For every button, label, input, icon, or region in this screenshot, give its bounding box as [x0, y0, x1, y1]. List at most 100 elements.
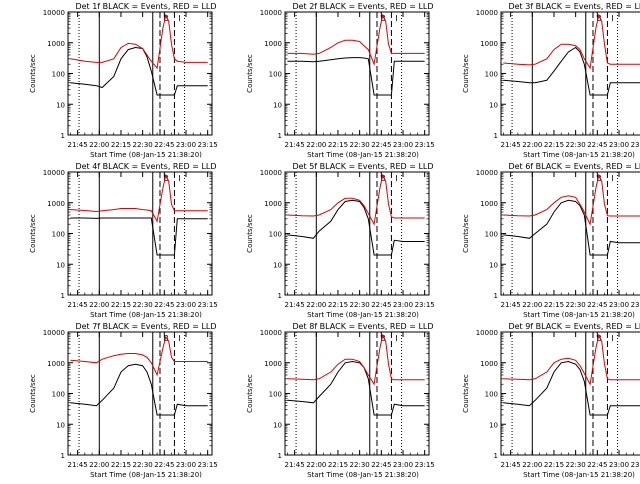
y-tick-label: 10000: [260, 9, 282, 17]
lld-series-line: [287, 13, 425, 67]
y-tick-label: 10: [489, 101, 498, 109]
x-axis-label: Start Time (08-Jan-15 21:38:20): [307, 151, 419, 159]
x-tick-label: 22:15: [328, 461, 348, 469]
y-axis-label: Counts/sec: [246, 214, 254, 253]
x-tick-label: 22:30: [350, 141, 370, 149]
lld-series-line: [70, 335, 208, 377]
y-tick-label: 100: [52, 71, 65, 79]
panel-1: Det 1f BLACK = Events, RED = LLD 1 10 100 10…: [29, 2, 218, 159]
x-tick-label: 23:00: [176, 301, 196, 309]
y-tick-label: 10: [56, 421, 65, 429]
y-axis-label: Counts/sec: [29, 374, 37, 413]
x-tick-label: 22:15: [328, 301, 348, 309]
marker-label-i: I: [395, 14, 397, 23]
x-tick-label: 22:00: [306, 301, 326, 309]
x-tick-label: 21:45: [501, 461, 521, 469]
plot-frame: [67, 331, 213, 456]
y-tick-label: 1: [278, 292, 282, 300]
events-series-line: [503, 199, 640, 256]
x-axis-label: Start Time (08-Jan-15 21:38:20): [90, 151, 202, 159]
y-tick-label: 1: [278, 452, 282, 460]
plot-frame: [284, 171, 430, 296]
x-tick-label: 22:45: [587, 141, 607, 149]
lld-series-line: [287, 333, 425, 386]
x-tick-label: 22:30: [350, 301, 370, 309]
y-tick-label: 10000: [476, 9, 498, 17]
x-tick-label: 21:45: [285, 301, 305, 309]
x-tick-label: 22:30: [566, 141, 586, 149]
y-tick-label: 1: [61, 292, 65, 300]
panel-title: Det 7f BLACK = Events, RED = LLD: [75, 322, 216, 331]
x-axis-label: Start Time (08-Jan-15 21:38:20): [523, 311, 635, 319]
x-tick-label: 23:00: [393, 301, 413, 309]
y-tick-label: 100: [485, 71, 498, 79]
plot-frame: [67, 11, 213, 136]
x-tick-label: 22:45: [371, 141, 391, 149]
x-tick-label: 22:45: [371, 301, 391, 309]
marker-label-i: I: [611, 174, 613, 183]
y-tick-label: 1: [494, 132, 498, 140]
y-tick-label: 10: [273, 101, 282, 109]
y-tick-label: 10000: [43, 329, 65, 337]
x-tick-label: 23:15: [631, 461, 640, 469]
y-tick-label: 10000: [476, 329, 498, 337]
y-tick-label: 100: [52, 231, 65, 239]
y-tick-label: 100: [485, 391, 498, 399]
y-axis-label: Counts/sec: [29, 54, 37, 93]
y-tick-label: 1000: [47, 200, 65, 208]
y-tick-label: 10: [273, 261, 282, 269]
x-tick-label: 23:00: [609, 301, 629, 309]
y-tick-label: 1: [278, 132, 282, 140]
marker-label-i: I: [178, 334, 180, 343]
events-series-line: [287, 360, 425, 416]
x-tick-label: 22:00: [89, 301, 109, 309]
x-tick-label: 22:15: [544, 461, 564, 469]
y-axis-label: Counts/sec: [246, 374, 254, 413]
x-axis-label: Start Time (08-Jan-15 21:38:20): [307, 311, 419, 319]
x-tick-label: 23:15: [198, 301, 218, 309]
x-tick-label: 22:15: [111, 301, 131, 309]
events-series-line: [503, 360, 640, 416]
x-tick-label: 22:45: [154, 461, 174, 469]
y-tick-label: 100: [269, 391, 282, 399]
marker-label-i: I: [395, 334, 397, 343]
x-tick-label: 23:00: [176, 141, 196, 149]
plot-frame: [500, 11, 640, 136]
y-axis-label: Counts/sec: [462, 54, 470, 93]
marker-label-b: B: [380, 14, 386, 23]
y-axis-label: Counts/sec: [462, 374, 470, 413]
x-tick-label: 22:00: [89, 141, 109, 149]
marker-label-b: B: [380, 334, 386, 343]
plot-frame: [500, 171, 640, 296]
x-tick-label: 22:30: [566, 301, 586, 309]
x-tick-label: 23:00: [393, 141, 413, 149]
panel-title: Det 1f BLACK = Events, RED = LLD: [75, 2, 216, 11]
panel-9: Det 9f BLACK = Events, RED = LLD 1 10 100 10…: [462, 322, 640, 479]
y-tick-label: 100: [485, 231, 498, 239]
x-tick-label: 21:45: [501, 301, 521, 309]
x-tick-label: 22:00: [522, 461, 542, 469]
marker-label-b: B: [163, 174, 169, 183]
y-tick-label: 1000: [264, 200, 282, 208]
x-axis-label: Start Time (08-Jan-15 21:38:20): [307, 471, 419, 479]
x-tick-label: 23:15: [415, 141, 435, 149]
y-tick-label: 10000: [260, 169, 282, 177]
marker-label-b: B: [380, 174, 386, 183]
panel-title: Det 3f BLACK = Events, RED = LLD: [508, 2, 640, 11]
lld-series-line: [70, 13, 208, 70]
marker-label-i: I: [395, 174, 397, 183]
plot-frame: [67, 171, 213, 296]
x-tick-label: 21:45: [501, 141, 521, 149]
y-axis-label: Counts/sec: [29, 214, 37, 253]
x-tick-label: 23:00: [609, 141, 629, 149]
marker-label-b: B: [596, 14, 602, 23]
y-tick-label: 1000: [480, 200, 498, 208]
x-tick-label: 23:00: [393, 461, 413, 469]
y-tick-label: 100: [52, 391, 65, 399]
panel-title: Det 8f BLACK = Events, RED = LLD: [292, 322, 433, 331]
x-tick-label: 22:30: [133, 141, 153, 149]
y-tick-label: 10: [489, 261, 498, 269]
plot-frame: [284, 11, 430, 136]
